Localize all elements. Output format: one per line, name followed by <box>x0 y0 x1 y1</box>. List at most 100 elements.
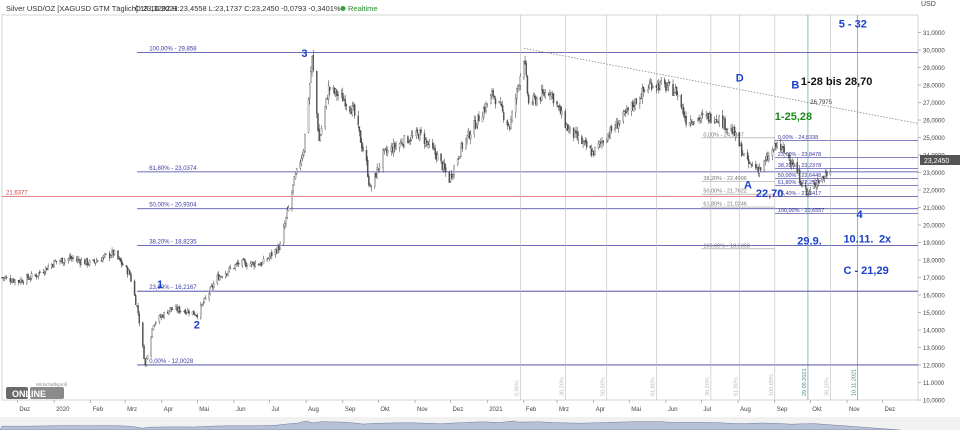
candle-body <box>665 82 667 91</box>
candle-body <box>137 305 139 314</box>
candle-body <box>632 101 634 107</box>
candle-body <box>370 187 372 189</box>
candle-body <box>138 313 140 324</box>
candle-body <box>309 84 311 99</box>
candle-body <box>565 124 568 129</box>
candle-body <box>383 149 385 151</box>
candle-body <box>524 60 526 65</box>
x-tick-label: Jun <box>668 407 678 413</box>
candle-body <box>666 87 668 90</box>
candle-body <box>350 111 352 114</box>
candle-body <box>100 260 103 262</box>
candle-body <box>37 272 40 277</box>
candle-body <box>559 106 562 115</box>
candle-body <box>275 249 278 254</box>
candle-body <box>610 126 613 131</box>
candle-body <box>816 180 819 186</box>
candle-body <box>178 306 181 313</box>
candle-body <box>707 113 710 122</box>
candle-body <box>184 310 187 314</box>
candle-body <box>765 156 768 160</box>
x-tick-label: Dez <box>19 407 30 413</box>
wave-annotation: 2x <box>879 234 892 246</box>
candle-body <box>369 184 371 187</box>
candle-body <box>685 116 687 125</box>
candle-body <box>684 115 686 118</box>
candle-body <box>584 139 587 143</box>
fib-minor-label: 0,00% - 24,8338 <box>778 135 818 141</box>
overview-minimap[interactable] <box>0 417 960 431</box>
axis-layer: 10,0000 11,0000 12,0000 13,0000 14,0000 15,00… <box>17 31 945 413</box>
candle-body <box>790 163 793 166</box>
candle-body <box>161 315 163 318</box>
candle-body <box>17 280 20 283</box>
candle-body <box>503 112 505 121</box>
candle-body <box>39 271 41 273</box>
candle-body <box>593 150 595 156</box>
candle-body <box>258 263 260 266</box>
candle-body <box>635 98 638 105</box>
candle-body <box>722 115 724 128</box>
x-tick-label: Sep <box>345 407 356 413</box>
candle-body <box>473 120 475 135</box>
candle-body <box>630 102 633 112</box>
candle-body <box>262 258 265 264</box>
candle-body <box>634 98 636 109</box>
candle-body <box>29 278 32 280</box>
candle-body <box>798 169 801 183</box>
candle-body <box>784 153 787 154</box>
candle-body <box>236 262 239 264</box>
logo-tagline: Wirtschaftsprofi <box>36 382 67 387</box>
candle-body <box>126 266 129 275</box>
candle-body <box>465 138 467 149</box>
candle-body <box>86 258 88 266</box>
candle-body <box>30 273 33 279</box>
candle-body <box>639 98 641 104</box>
candle-body <box>677 94 679 97</box>
candle-body <box>204 297 207 299</box>
candle-body <box>673 92 675 96</box>
candle-body <box>259 264 261 266</box>
y-tick-label: 12,0000 <box>923 364 945 370</box>
candle-body <box>705 114 707 116</box>
wave-annotation: 2 <box>194 319 200 331</box>
candle-body <box>226 273 228 275</box>
vertical-marker-label: 61,80% <box>733 377 739 396</box>
y-tick-label: 30,0000 <box>923 49 945 55</box>
y-tick-label: 23,0000 <box>923 171 945 177</box>
candle-body <box>598 141 601 145</box>
candle-body <box>609 127 611 138</box>
candle-body <box>378 166 381 169</box>
candle-body <box>10 281 13 283</box>
candle-body <box>566 124 569 131</box>
candle-body <box>801 184 803 187</box>
x-tick-label: Dez <box>884 407 895 413</box>
candle-body <box>336 90 338 97</box>
candle-body <box>813 182 815 189</box>
candle-body <box>97 260 99 262</box>
candle-body <box>443 163 446 170</box>
fib-minor-label: 100,00% - 20,6557 <box>778 208 824 214</box>
vertical-marker-label: 29.09.2021 <box>802 368 808 396</box>
candle-body <box>249 263 252 267</box>
candle-body <box>267 258 269 259</box>
candle-body <box>594 146 596 155</box>
candle-body <box>743 153 745 156</box>
candle-body <box>194 314 196 316</box>
candle-body <box>739 143 742 146</box>
candle-body <box>36 275 39 277</box>
candle-body <box>791 162 794 166</box>
candle-body <box>43 272 46 274</box>
fib-level-label: 0,00% - 12,0028 <box>149 359 194 365</box>
candle-body <box>420 129 422 133</box>
candle-body <box>433 147 435 150</box>
candle-body <box>93 259 96 263</box>
candle-body <box>474 120 477 129</box>
candle-body <box>436 154 439 161</box>
candle-body <box>155 321 157 324</box>
fib-level-label: 100,00% - 29,858 <box>149 46 197 52</box>
y-tick-label: 16,0000 <box>923 294 945 300</box>
candle-body <box>9 278 11 282</box>
candle-body <box>557 105 559 107</box>
